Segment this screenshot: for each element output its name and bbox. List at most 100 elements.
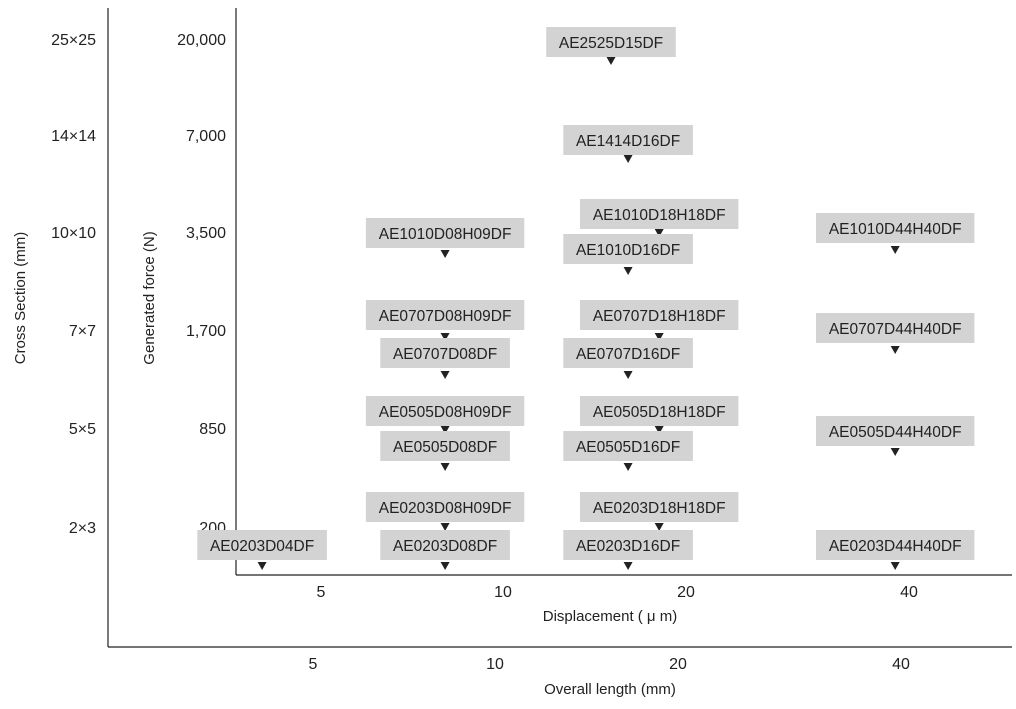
product-point: AE0203D18H18DF bbox=[580, 492, 739, 531]
displacement-tick-label: 10 bbox=[494, 584, 512, 601]
product-label-box bbox=[816, 416, 975, 446]
product-label-box bbox=[365, 300, 525, 330]
generated-force-tick-label: 1,700 bbox=[186, 323, 226, 340]
product-label-box bbox=[563, 431, 693, 461]
product-label-box bbox=[580, 300, 739, 330]
product-label-box bbox=[563, 234, 693, 264]
product-point: AE0707D08H09DF bbox=[365, 300, 525, 341]
product-point: AE0505D08H09DF bbox=[365, 396, 525, 434]
product-marker bbox=[654, 333, 664, 341]
product-label: AE1010D16DF bbox=[576, 242, 680, 259]
cross-section-axis-title: Cross Section (mm) bbox=[12, 232, 29, 365]
outer-axes bbox=[107, 8, 1012, 648]
overall-length-ticks: 5 10 20 40 bbox=[309, 656, 910, 673]
product-point: AE1010D16DF bbox=[563, 234, 693, 275]
overall-length-tick-label: 5 bbox=[309, 656, 318, 673]
product-marker bbox=[440, 562, 450, 570]
product-point: AE0707D44H40DF bbox=[816, 313, 975, 354]
product-label: AE2525D15DF bbox=[559, 35, 663, 52]
product-point: AE0505D08DF bbox=[380, 431, 510, 471]
product-label: AE0203D08H09DF bbox=[379, 500, 512, 517]
product-marker bbox=[440, 250, 450, 258]
product-point: AE0707D18H18DF bbox=[580, 300, 739, 341]
generated-force-axis-title: Generated force (N) bbox=[141, 231, 158, 364]
product-label-box bbox=[563, 338, 693, 368]
product-label: AE0707D44H40DF bbox=[829, 321, 962, 338]
product-label: AE0505D44H40DF bbox=[829, 424, 962, 441]
cross-section-tick-label: 14×14 bbox=[51, 128, 96, 145]
inner-axes bbox=[235, 8, 1012, 576]
product-label-box bbox=[365, 396, 525, 426]
product-label-box bbox=[365, 492, 525, 522]
generated-force-tick-label: 3,500 bbox=[186, 225, 226, 242]
product-marker bbox=[606, 57, 616, 65]
product-label: AE1010D44H40DF bbox=[829, 221, 962, 238]
cross-section-ticks: 25×25 14×14 10×10 7×7 5×5 2×3 bbox=[51, 32, 96, 537]
generated-force-tick-label: 7,000 bbox=[186, 128, 226, 145]
generated-force-tick-label: 850 bbox=[199, 421, 226, 438]
product-label-box bbox=[580, 492, 739, 522]
product-label: AE0505D18H18DF bbox=[593, 404, 726, 421]
product-marker bbox=[623, 371, 633, 379]
product-label: AE0707D08DF bbox=[393, 346, 497, 363]
product-label-box bbox=[816, 530, 975, 560]
product-label: AE0707D18H18DF bbox=[593, 308, 726, 325]
product-marker bbox=[623, 267, 633, 275]
cross-section-tick-label: 25×25 bbox=[51, 32, 96, 49]
displacement-tick-label: 20 bbox=[677, 584, 695, 601]
product-point: AE0505D44H40DF bbox=[816, 416, 975, 456]
product-point: AE0203D08DF bbox=[380, 530, 510, 570]
overall-length-axis-title: Overall length (mm) bbox=[544, 681, 676, 698]
product-label: AE0505D08DF bbox=[393, 439, 497, 456]
overall-length-tick-label: 10 bbox=[486, 656, 504, 673]
product-marker bbox=[890, 346, 900, 354]
product-point: AE1414D16DF bbox=[563, 125, 693, 163]
product-marker bbox=[440, 523, 450, 531]
product-label-box bbox=[563, 530, 693, 560]
product-label: AE0505D16DF bbox=[576, 439, 680, 456]
product-label-box bbox=[580, 199, 739, 229]
product-point: AE0203D08H09DF bbox=[365, 492, 525, 531]
product-label: AE0203D18H18DF bbox=[593, 500, 726, 517]
product-label: AE1010D08H09DF bbox=[379, 226, 512, 243]
product-point: AE0203D04DF bbox=[197, 530, 327, 570]
displacement-axis-title: Displacement ( μ m) bbox=[543, 608, 678, 625]
product-point: AE0203D44H40DF bbox=[816, 530, 975, 570]
product-marker bbox=[890, 562, 900, 570]
product-label-box bbox=[380, 431, 510, 461]
product-marker bbox=[654, 229, 664, 237]
cross-section-tick-label: 7×7 bbox=[69, 323, 96, 340]
product-marker bbox=[890, 246, 900, 254]
displacement-tick-label: 5 bbox=[317, 584, 326, 601]
product-label-box bbox=[816, 213, 975, 243]
product-marker bbox=[440, 426, 450, 434]
product-label-box bbox=[365, 218, 525, 248]
product-point: AE1010D18H18DF bbox=[580, 199, 739, 237]
product-label: AE0203D16DF bbox=[576, 538, 680, 555]
product-point: AE1010D08H09DF bbox=[365, 218, 525, 258]
product-label-box bbox=[197, 530, 327, 560]
product-label-box bbox=[816, 313, 975, 343]
generated-force-tick-label: 20,000 bbox=[177, 32, 226, 49]
product-label: AE0707D16DF bbox=[576, 346, 680, 363]
product-label-box bbox=[546, 27, 676, 57]
product-point: AE2525D15DF bbox=[546, 27, 676, 65]
product-point: AE1010D44H40DF bbox=[816, 213, 975, 254]
product-marker bbox=[654, 426, 664, 434]
cross-section-tick-label: 2×3 bbox=[69, 520, 96, 537]
product-marker bbox=[623, 155, 633, 163]
product-marker bbox=[654, 523, 664, 531]
displacement-tick-label: 40 bbox=[900, 584, 918, 601]
product-label: AE0707D08H09DF bbox=[379, 308, 512, 325]
product-point: AE0707D16DF bbox=[563, 338, 693, 379]
cross-section-tick-label: 5×5 bbox=[69, 421, 96, 438]
product-label: AE0203D04DF bbox=[210, 538, 314, 555]
overall-length-tick-label: 40 bbox=[892, 656, 910, 673]
product-marker bbox=[623, 463, 633, 471]
product-marker bbox=[440, 371, 450, 379]
product-marker bbox=[890, 448, 900, 456]
product-point: AE0505D16DF bbox=[563, 431, 693, 471]
product-label: AE0203D08DF bbox=[393, 538, 497, 555]
